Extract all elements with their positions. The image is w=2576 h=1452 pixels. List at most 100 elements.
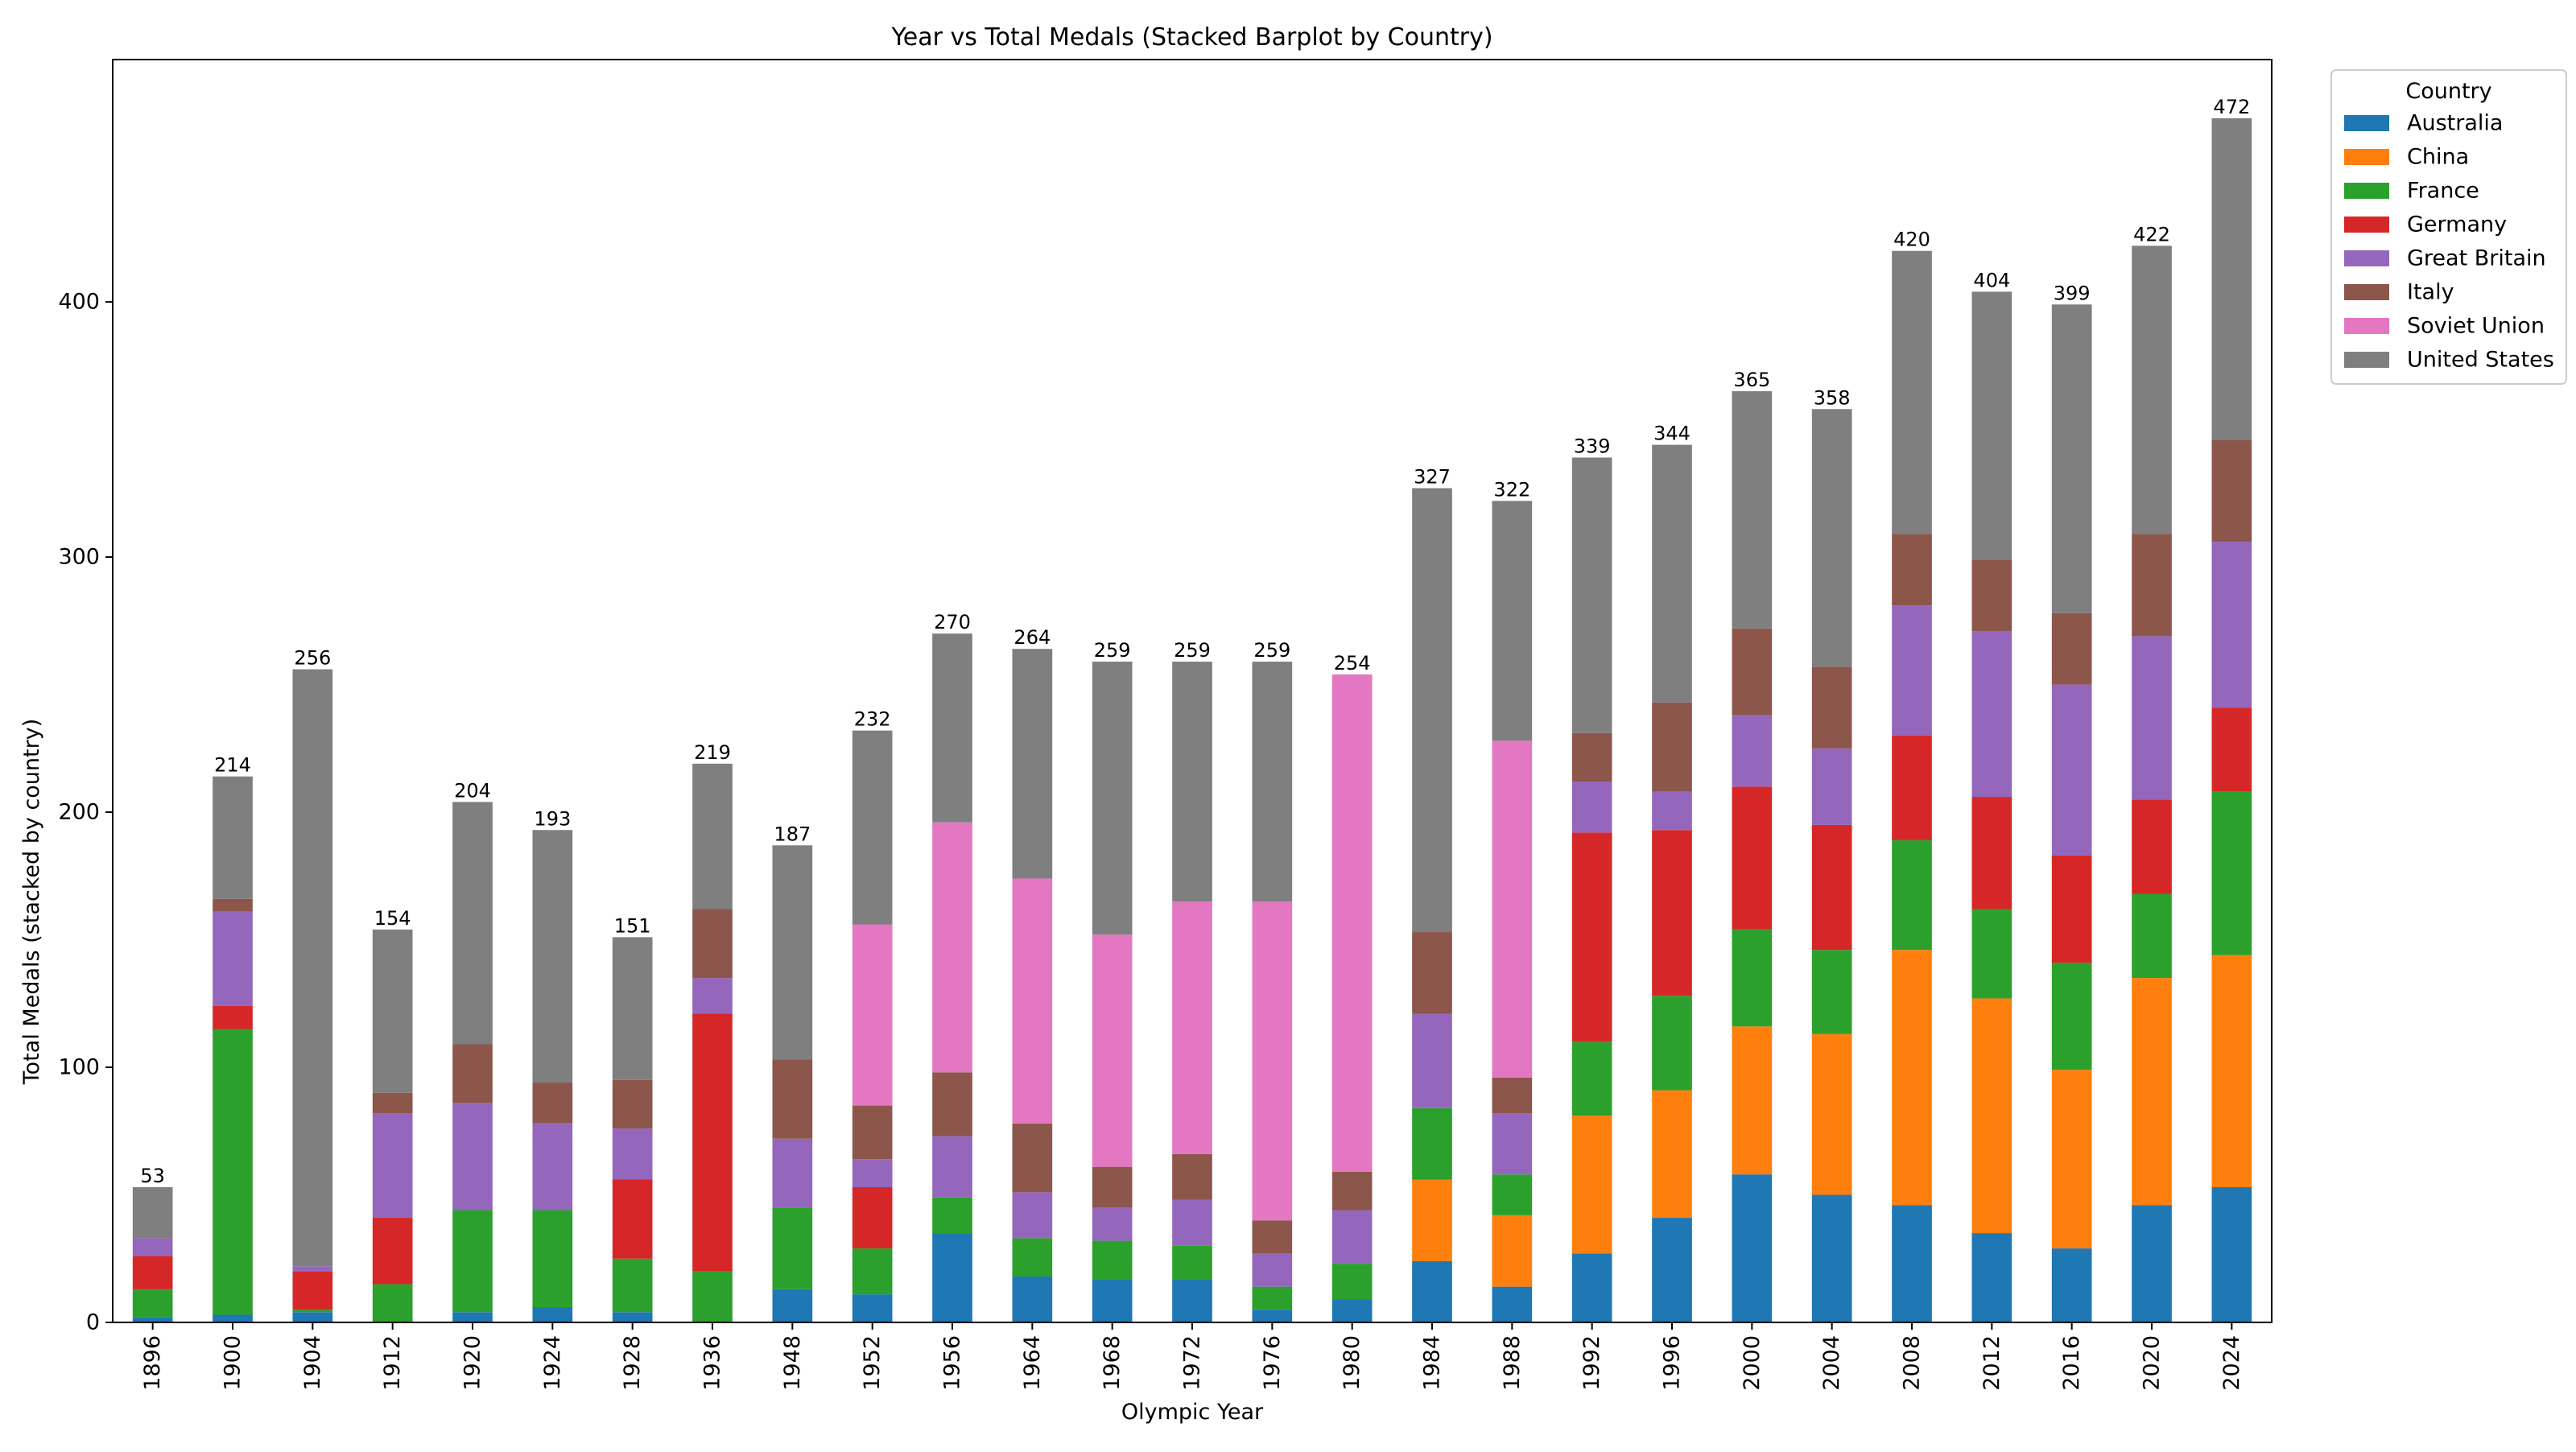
total-label-1900: 214 — [214, 754, 251, 777]
bar-segment-australia-1996 — [1652, 1218, 1692, 1322]
bar-segment-germany-2008 — [1892, 735, 1932, 840]
legend-label-italy: Italy — [2407, 280, 2454, 305]
x-tick-label-1900: 1900 — [221, 1335, 246, 1391]
bar-segment-australia-2024 — [2211, 1187, 2252, 1322]
bar-segment-united-states-1928 — [612, 937, 653, 1080]
bar-segment-france-1928 — [612, 1258, 653, 1313]
total-label-1968: 259 — [1094, 639, 1131, 662]
x-tick-label-1912: 1912 — [380, 1335, 405, 1391]
bar-segment-great-britain-1924 — [532, 1123, 573, 1211]
bar-segment-france-1920 — [452, 1210, 493, 1313]
x-tick-label-1904: 1904 — [300, 1335, 325, 1391]
bar-segment-united-states-1988 — [1492, 501, 1533, 741]
bar-segment-france-1912 — [372, 1284, 413, 1322]
bar-segment-great-britain-1980 — [1331, 1210, 1373, 1264]
x-tick-label-1920: 1920 — [460, 1335, 485, 1391]
x-tick-label-1936: 1936 — [700, 1335, 725, 1391]
bar-segment-united-states-2024 — [2211, 118, 2252, 440]
bar-segment-australia-1984 — [1412, 1260, 1452, 1322]
x-tick-label-2008: 2008 — [1900, 1335, 1925, 1391]
bar-segment-united-states-1976 — [1252, 662, 1293, 901]
bar-segment-china-2000 — [1732, 1026, 1773, 1175]
bar-segment-australia-1968 — [1092, 1279, 1133, 1322]
total-label-2024: 472 — [2213, 96, 2250, 118]
bar-segment-china-2020 — [2132, 978, 2172, 1206]
bar-segment-germany-2000 — [1732, 786, 1773, 930]
total-label-1896: 53 — [140, 1165, 165, 1187]
bar-segment-france-1984 — [1412, 1108, 1452, 1180]
bar-segment-china-2012 — [1971, 998, 2013, 1234]
bar-segment-united-states-2016 — [2051, 304, 2092, 613]
bar-segment-france-1976 — [1252, 1286, 1293, 1310]
bar-segment-china-2008 — [1892, 950, 1932, 1206]
bar-segment-united-states-1952 — [852, 730, 893, 925]
bar-segment-italy-2004 — [1811, 666, 1852, 749]
bar-segment-great-britain-2012 — [1971, 631, 2013, 798]
bar-segment-france-1980 — [1331, 1264, 1373, 1300]
total-label-1924: 193 — [534, 807, 571, 830]
bar-segment-australia-1956 — [932, 1233, 972, 1322]
bar-segment-italy-1996 — [1652, 702, 1692, 792]
bar-segment-italy-1964 — [1012, 1123, 1053, 1193]
bar-segment-italy-2016 — [2051, 613, 2092, 685]
bar-segment-china-2024 — [2211, 955, 2252, 1187]
bar-segment-france-2012 — [1971, 909, 2013, 999]
bar-segment-italy-1952 — [852, 1105, 893, 1160]
bar-segment-italy-1928 — [612, 1079, 653, 1129]
legend-swatch-soviet-union — [2344, 318, 2389, 334]
bar-segment-united-states-1920 — [452, 802, 493, 1045]
plot-area: 53 1896 214 1900 256 1904 154 1912 204 1920 193 192… — [58, 59, 2273, 1391]
bar-segment-great-britain-1948 — [772, 1138, 813, 1208]
bar-segment-united-states-1900 — [213, 776, 253, 899]
x-tick-label-1968: 1968 — [1100, 1335, 1125, 1391]
bar-segment-great-britain-1984 — [1412, 1013, 1452, 1108]
bar-segment-great-britain-1992 — [1571, 782, 1612, 833]
x-tick-label-1976: 1976 — [1260, 1335, 1285, 1391]
x-tick-label-2004: 2004 — [1819, 1335, 1844, 1391]
x-tick-label-1924: 1924 — [540, 1335, 565, 1391]
bar-segment-china-1992 — [1571, 1116, 1612, 1254]
bar-segment-italy-1984 — [1412, 932, 1452, 1014]
legend-swatch-italy — [2344, 284, 2389, 300]
bar-segment-australia-1988 — [1492, 1286, 1533, 1322]
x-tick-label-1988: 1988 — [1500, 1335, 1525, 1391]
bar-segment-italy-1956 — [932, 1072, 972, 1136]
bar-segment-great-britain-2020 — [2132, 636, 2172, 800]
bar-segment-germany-2004 — [1811, 824, 1852, 951]
bar-segment-italy-2024 — [2211, 439, 2252, 542]
x-tick-label-1952: 1952 — [860, 1335, 885, 1391]
bar-segment-great-britain-1928 — [612, 1128, 653, 1180]
bar-segment-australia-1900 — [213, 1314, 253, 1322]
bar-segment-australia-2016 — [2051, 1248, 2092, 1322]
bar-segment-china-2016 — [2051, 1070, 2092, 1249]
bar-segment-china-2004 — [1811, 1033, 1852, 1195]
bar-segment-australia-1928 — [612, 1312, 653, 1322]
bar-segment-soviet-union-1972 — [1172, 901, 1212, 1154]
x-axis-label: Olympic Year — [1121, 1400, 1264, 1425]
legend-title: Country — [2405, 79, 2491, 104]
bar-segment-france-2008 — [1892, 839, 1932, 951]
bar-segment-united-states-1924 — [532, 830, 573, 1083]
bar-segment-germany-1936 — [692, 1013, 733, 1272]
bar-segment-great-britain-2004 — [1811, 748, 1852, 825]
bar-segment-germany-1900 — [213, 1005, 253, 1029]
y-tick-label-400: 400 — [58, 290, 100, 315]
bar-segment-great-britain-1988 — [1492, 1113, 1533, 1175]
legend-frame — [2330, 69, 2567, 385]
bar-segment-france-1968 — [1092, 1240, 1133, 1280]
bar-segment-united-states-1936 — [692, 763, 733, 910]
total-label-2012: 404 — [1973, 269, 2010, 291]
x-tick-label-1964: 1964 — [1020, 1335, 1045, 1391]
bar-segment-great-britain-1956 — [932, 1136, 972, 1198]
bar-segment-united-states-1948 — [772, 845, 813, 1060]
x-tick-label-2020: 2020 — [2140, 1335, 2165, 1391]
bar-segment-australia-1924 — [532, 1306, 573, 1322]
bar-segment-australia-1896 — [132, 1317, 173, 1322]
bar-segment-germany-1928 — [612, 1179, 653, 1259]
bar-segment-united-states-2008 — [1892, 250, 1932, 534]
x-tick-label-1984: 1984 — [1420, 1335, 1445, 1391]
bar-segment-france-1992 — [1571, 1042, 1612, 1116]
bar-segment-italy-1988 — [1492, 1077, 1533, 1114]
bar-segment-australia-2000 — [1732, 1174, 1773, 1322]
